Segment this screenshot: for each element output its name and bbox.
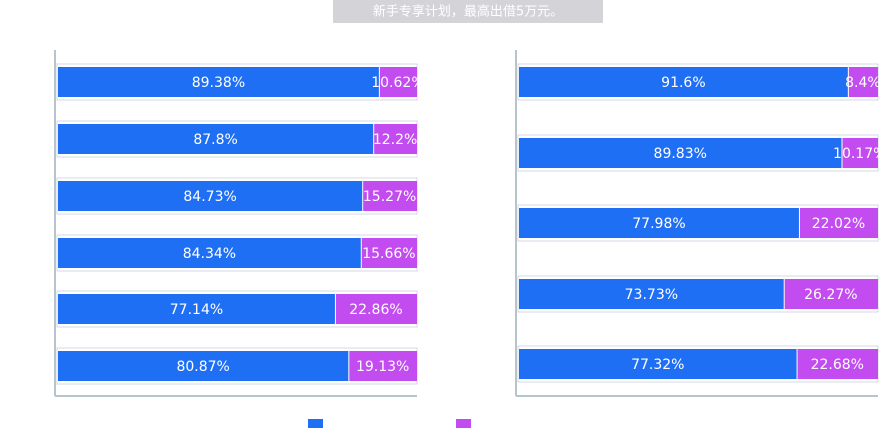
value-label: 77.98%: [632, 216, 685, 232]
bar-segment: [799, 208, 878, 238]
value-label: 73.73%: [625, 287, 678, 303]
bar-segment: [784, 279, 878, 309]
bar-segment: [58, 67, 379, 97]
value-label: 89.83%: [654, 146, 707, 162]
bar-segment: [335, 294, 417, 324]
bar-segment: [58, 181, 363, 211]
value-label: 77.14%: [170, 302, 223, 318]
bar-segment: [363, 181, 417, 211]
bar-segment: [519, 279, 784, 309]
banner: 新手专享计划，最高出借5万元。: [373, 4, 563, 20]
value-label: 12.2%: [373, 132, 417, 148]
value-label: 91.6%: [661, 75, 705, 91]
value-label: 84.34%: [183, 246, 236, 262]
value-label: 10.17%: [833, 146, 880, 162]
value-label: 26.27%: [804, 287, 857, 303]
bar-segment: [519, 208, 799, 238]
bar-segment: [58, 124, 374, 154]
legend-swatch: [308, 419, 323, 428]
bar-segment: [379, 67, 417, 97]
value-label: 89.38%: [192, 75, 245, 91]
bar-segment: [58, 351, 349, 381]
bar-segment: [519, 138, 842, 168]
bar-segment: [349, 351, 417, 381]
bar-segment: [58, 238, 361, 268]
bar-segment: [374, 124, 417, 154]
value-label: 22.68%: [811, 357, 864, 373]
bar-segment: [842, 138, 878, 168]
value-label: 87.8%: [193, 132, 237, 148]
value-label: 22.86%: [349, 302, 402, 318]
value-label: 15.27%: [363, 189, 416, 205]
value-label: 10.62%: [371, 75, 424, 91]
bar-segment: [519, 67, 848, 97]
value-label: 22.02%: [812, 216, 865, 232]
legend-swatch: [456, 419, 471, 428]
bar-segment: [361, 238, 417, 268]
banner-bg: [333, 0, 603, 23]
bar-segment: [58, 294, 335, 324]
bar-segment: [797, 349, 878, 379]
bar-segment: [519, 349, 797, 379]
value-label: 84.73%: [183, 189, 236, 205]
value-label: 15.66%: [362, 246, 415, 262]
value-label: 19.13%: [356, 359, 409, 375]
value-label: 80.87%: [176, 359, 229, 375]
value-label: 77.32%: [631, 357, 684, 373]
value-label: 8.4%: [845, 75, 880, 91]
bar-segment: [848, 67, 878, 97]
